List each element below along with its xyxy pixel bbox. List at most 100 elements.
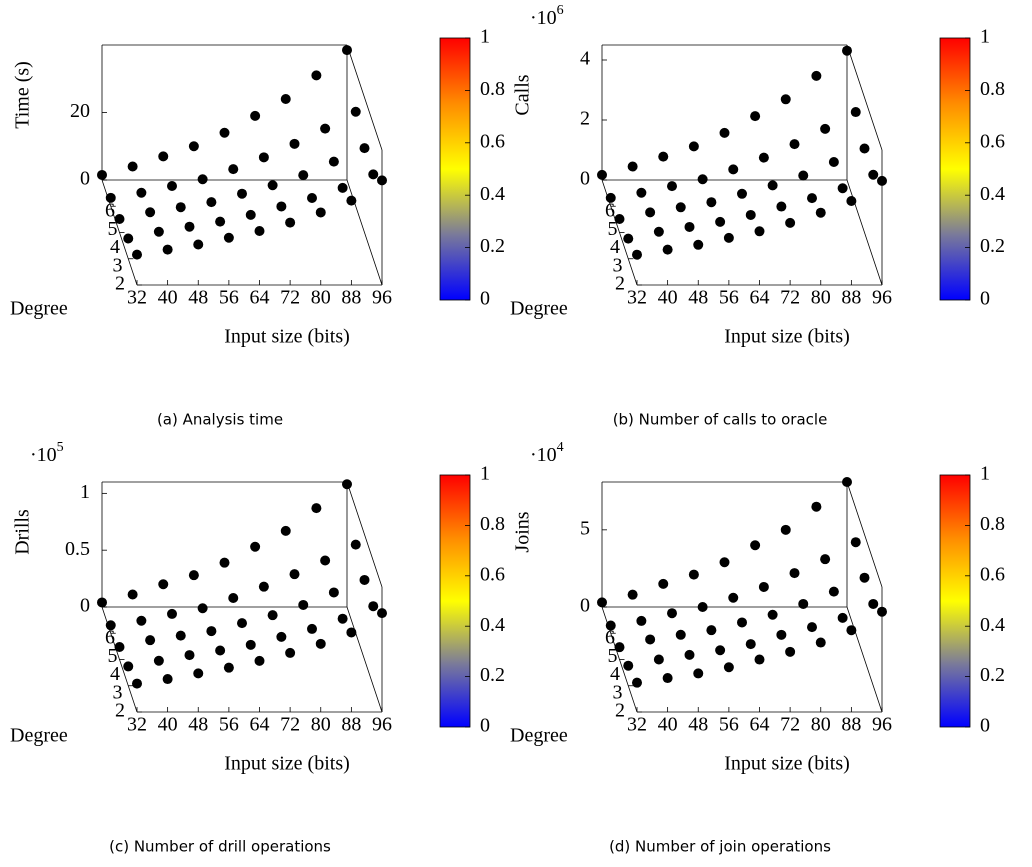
point [245,639,256,650]
y-tick-label: 6 [605,200,615,222]
x-tick-label: 56 [719,287,739,309]
point [276,631,287,642]
x-tick-label: 48 [688,287,708,309]
point [377,175,387,186]
x-tick-label: 80 [311,714,331,736]
point [114,642,125,652]
x-tick-label: 32 [627,714,647,736]
point [307,623,317,634]
y-tick-label: 5 [608,645,618,667]
point [715,216,726,227]
point [206,626,217,637]
point [776,201,787,212]
point [254,226,265,236]
point [153,226,164,237]
point [285,647,296,658]
point [697,174,708,185]
colorbar-tick-label: 0.8 [980,78,1005,100]
point [245,209,256,220]
point [328,156,339,167]
point [850,107,861,118]
point [258,581,269,592]
x-tick-label: 80 [811,287,831,309]
point [745,639,756,650]
point [627,161,638,172]
x-tick-label: 88 [341,287,361,309]
colorbar [939,37,971,301]
point [767,609,778,620]
point [193,239,204,250]
point [846,196,857,206]
point [328,587,339,598]
point [219,127,230,138]
caption: (a) Analysis time [157,411,283,429]
point [653,226,664,237]
point [132,678,142,689]
point [206,197,217,208]
point [605,620,616,631]
point [837,612,848,623]
point [737,188,747,199]
point [719,557,730,568]
point [597,597,607,608]
point [737,617,747,628]
point [811,70,822,81]
point [197,174,208,185]
multiplier-base: ·10 [530,7,557,29]
point [750,540,761,551]
y-tick-label: 2 [615,273,625,295]
point [280,94,291,104]
point [780,94,791,105]
point [758,581,769,592]
point [250,541,261,552]
point [237,618,247,629]
point [228,164,239,175]
x-tick-label: 40 [658,714,678,736]
z-axis-label: Time (s) [12,61,34,129]
point [719,127,730,138]
x-tick-label: 40 [658,287,678,309]
point [658,151,669,162]
point [162,244,173,255]
z-tick-label: 2 [580,108,590,130]
y-tick-label: 6 [605,627,615,649]
point [114,214,125,224]
colorbar-tick-label: 0.4 [980,614,1005,636]
point [350,106,361,117]
point [311,70,322,81]
y-tick-label: 4 [610,236,620,258]
x-tick-label: 32 [127,287,147,309]
z-axis-label: Drills [12,509,34,555]
point [368,169,379,180]
colorbar-tick-label: 0.4 [980,183,1005,205]
point [223,232,234,243]
multiplier-exponent: 5 [57,440,64,455]
colorbar-tick-label: 1 [980,26,990,48]
x-tick-label: 96 [372,287,392,309]
z-multiplier: ·106 [530,3,564,28]
y-tick-label: 2 [115,273,125,295]
point [675,629,686,640]
point [605,192,616,203]
point [623,233,634,244]
point [298,599,309,610]
point [346,195,357,206]
point [193,668,204,679]
colorbar-tick-label: 0 [980,715,990,737]
point [636,615,647,626]
point [811,501,822,512]
point [350,539,361,550]
point [706,197,717,208]
z-tick-label: 0 [80,595,90,617]
caption: (b) Number of calls to oracle [613,411,828,429]
point [614,214,625,224]
point [820,123,831,134]
point [754,226,765,237]
colorbar-tick-label: 0.6 [480,563,505,585]
point [842,477,852,487]
point [684,649,695,660]
colorbar-tick-label: 0.4 [480,183,505,205]
colorbar-tick-label: 0 [480,715,490,737]
point [697,602,708,613]
